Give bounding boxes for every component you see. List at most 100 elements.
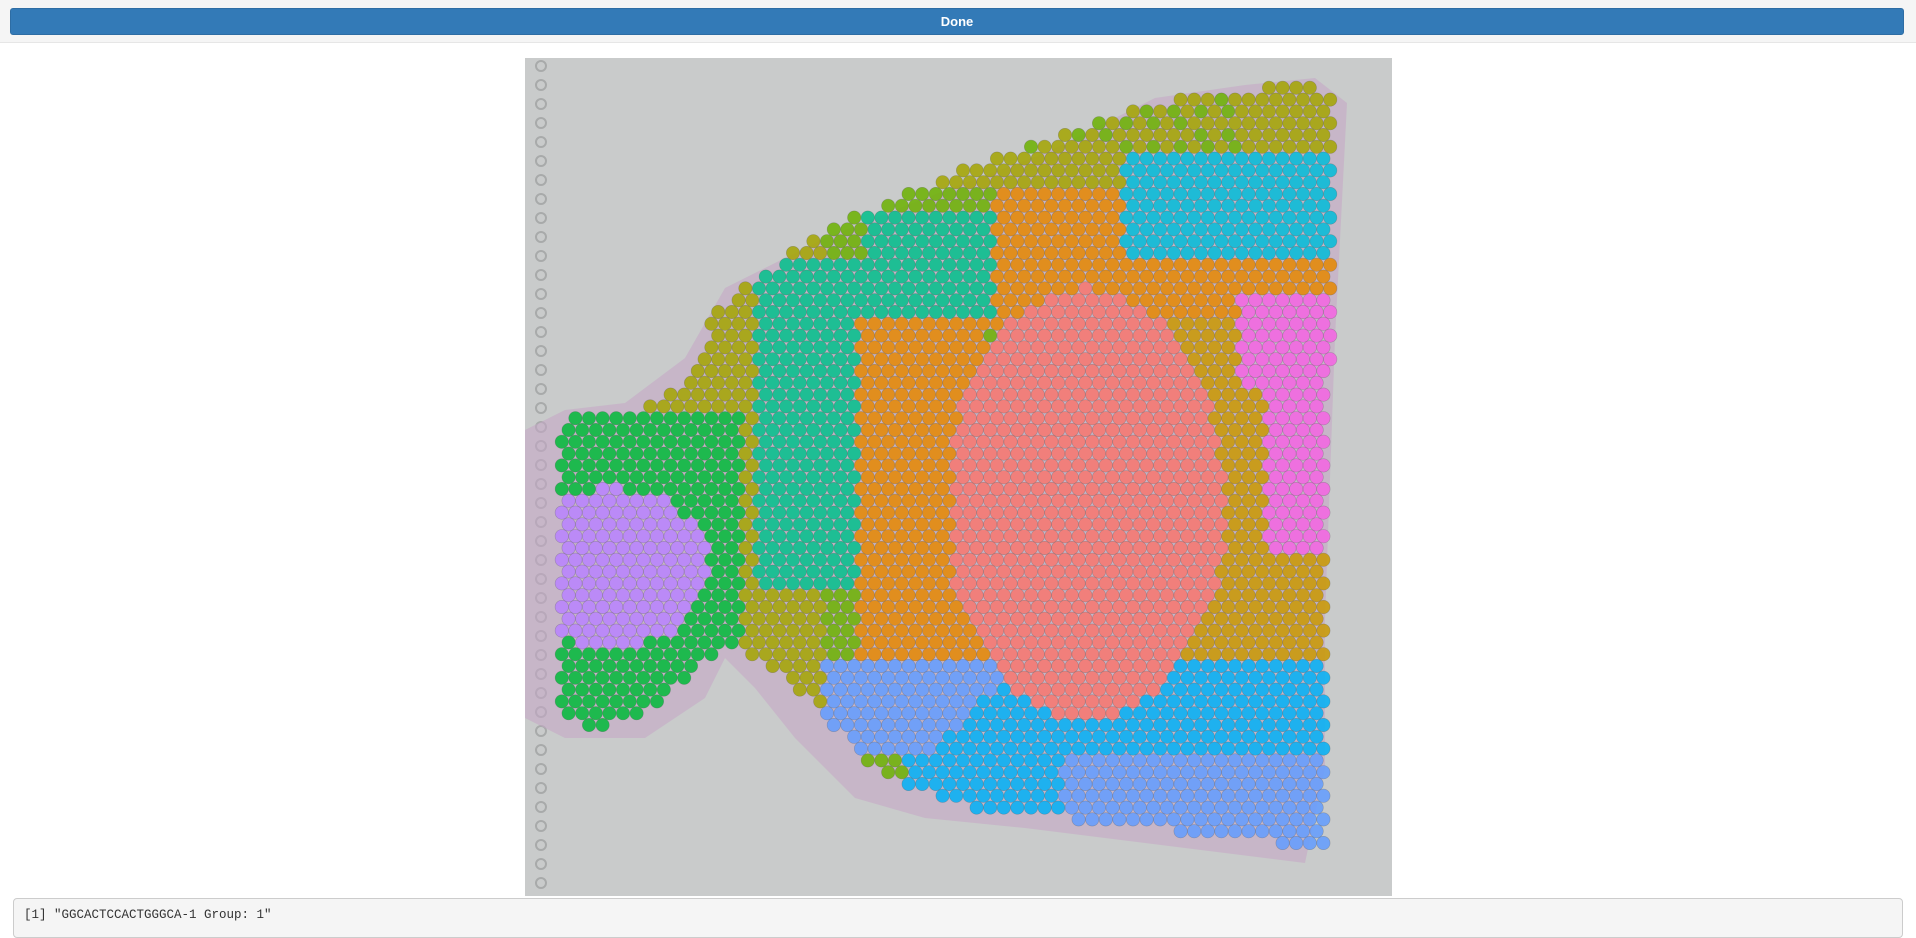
spot-cluster-10[interactable]: [643, 564, 658, 579]
spot-cluster-7[interactable]: [1200, 210, 1215, 225]
spot-cluster-1[interactable]: [915, 540, 930, 555]
spot-cluster-9[interactable]: [1200, 800, 1215, 815]
spot-cluster-1[interactable]: [1105, 257, 1120, 272]
spot-cluster-9[interactable]: [847, 706, 862, 721]
spot-cluster-1[interactable]: [901, 517, 916, 532]
spot-cluster-0[interactable]: [1037, 588, 1052, 603]
spot-cluster-0[interactable]: [976, 505, 991, 520]
spot-cluster-9[interactable]: [1139, 765, 1154, 780]
spot-cluster-9[interactable]: [901, 658, 916, 673]
spot-cluster-8[interactable]: [1221, 717, 1236, 732]
spot-cluster-3[interactable]: [1085, 175, 1100, 190]
spot-cluster-5[interactable]: [575, 682, 590, 697]
spot-cluster-6[interactable]: [887, 257, 902, 272]
spot-cluster-0[interactable]: [1010, 470, 1025, 485]
spot-cluster-3[interactable]: [1255, 139, 1270, 154]
spot-cluster-0[interactable]: [1112, 694, 1127, 709]
spot-cluster-3[interactable]: [1037, 163, 1052, 178]
spot-cluster-5[interactable]: [602, 658, 617, 673]
spot-cluster-1[interactable]: [1085, 222, 1100, 237]
spot-cluster-9[interactable]: [969, 658, 984, 673]
spot-cluster-1[interactable]: [860, 564, 875, 579]
spot-cluster-2[interactable]: [1248, 529, 1263, 544]
spot-cluster-5[interactable]: [581, 670, 596, 685]
spot-cluster-0[interactable]: [1044, 599, 1059, 614]
spot-cluster-9[interactable]: [1241, 776, 1256, 791]
spot-cluster-2[interactable]: [1268, 611, 1283, 626]
spot-cluster-0[interactable]: [1146, 352, 1161, 367]
spot-cluster-0[interactable]: [1146, 422, 1161, 437]
spot-cluster-8[interactable]: [1200, 658, 1215, 673]
spot-cluster-4[interactable]: [833, 588, 848, 603]
spot-cluster-9[interactable]: [1248, 788, 1263, 803]
spot-cluster-0[interactable]: [976, 434, 991, 449]
spot-cluster-8[interactable]: [969, 706, 984, 721]
spot-cluster-5[interactable]: [568, 694, 583, 709]
spot-cluster-6[interactable]: [772, 481, 787, 496]
spot-cluster-6[interactable]: [772, 434, 787, 449]
spot-cluster-1[interactable]: [942, 422, 957, 437]
spot-cluster-5[interactable]: [568, 434, 583, 449]
spot-cluster-10[interactable]: [643, 493, 658, 508]
spot-cluster-1[interactable]: [1316, 269, 1331, 284]
spot-cluster-3[interactable]: [704, 363, 719, 378]
spot-cluster-9[interactable]: [1295, 776, 1310, 791]
spot-cluster-8[interactable]: [1030, 717, 1045, 732]
spot-cluster-0[interactable]: [1173, 446, 1188, 461]
spot-cluster-1[interactable]: [942, 611, 957, 626]
spot-cluster-2[interactable]: [1207, 316, 1222, 331]
spot-cluster-0[interactable]: [1159, 446, 1174, 461]
spot-cluster-1[interactable]: [894, 387, 909, 402]
spot-cluster-6[interactable]: [806, 305, 821, 320]
spot-cluster-10[interactable]: [561, 517, 576, 532]
spot-cluster-6[interactable]: [758, 434, 773, 449]
spot-cluster-0[interactable]: [1105, 635, 1120, 650]
spot-cluster-4[interactable]: [847, 588, 862, 603]
spot-cluster-5[interactable]: [718, 434, 733, 449]
spot-cluster-6[interactable]: [983, 210, 998, 225]
spot-cluster-8[interactable]: [1275, 670, 1290, 685]
spot-cluster-10[interactable]: [595, 505, 610, 520]
spot-cluster-0[interactable]: [1017, 458, 1032, 473]
spot-cluster-3[interactable]: [1295, 116, 1310, 131]
spot-cluster-3[interactable]: [813, 246, 828, 261]
spot-cluster-3[interactable]: [1125, 104, 1140, 119]
spot-cluster-1[interactable]: [1051, 187, 1066, 202]
spot-cluster-7[interactable]: [1316, 151, 1331, 166]
spot-cluster-2[interactable]: [1241, 635, 1256, 650]
spot-cluster-6[interactable]: [806, 540, 821, 555]
spot-cluster-9[interactable]: [881, 741, 896, 756]
spot-cluster-11[interactable]: [1241, 328, 1256, 343]
spot-cluster-11[interactable]: [1289, 316, 1304, 331]
spot-cluster-7[interactable]: [1166, 246, 1181, 261]
spot-cluster-9[interactable]: [1234, 788, 1249, 803]
spot-cluster-11[interactable]: [1241, 352, 1256, 367]
spot-cluster-4[interactable]: [826, 246, 841, 261]
spot-cluster-8[interactable]: [1255, 706, 1270, 721]
done-button[interactable]: Done: [10, 8, 1904, 35]
spot-cluster-8[interactable]: [921, 765, 936, 780]
spot-cluster-0[interactable]: [1125, 434, 1140, 449]
spot-cluster-6[interactable]: [772, 316, 787, 331]
spot-cluster-8[interactable]: [1309, 658, 1324, 673]
spot-cluster-0[interactable]: [1112, 411, 1127, 426]
spot-cluster-1[interactable]: [1180, 293, 1195, 308]
spot-cluster-0[interactable]: [1119, 517, 1134, 532]
spot-cluster-8[interactable]: [915, 753, 930, 768]
spot-cluster-8[interactable]: [1268, 682, 1283, 697]
spot-cluster-8[interactable]: [976, 717, 991, 732]
spot-cluster-11[interactable]: [1282, 446, 1297, 461]
spot-cluster-11[interactable]: [1309, 493, 1324, 508]
spot-cluster-3[interactable]: [799, 647, 814, 662]
spot-cluster-0[interactable]: [1057, 387, 1072, 402]
spot-cluster-6[interactable]: [779, 493, 794, 508]
spot-cluster-8[interactable]: [1139, 717, 1154, 732]
spot-cluster-8[interactable]: [962, 765, 977, 780]
spot-cluster-5[interactable]: [575, 470, 590, 485]
spot-cluster-0[interactable]: [1051, 517, 1066, 532]
spot-cluster-1[interactable]: [881, 576, 896, 591]
spot-cluster-10[interactable]: [636, 529, 651, 544]
spot-cluster-0[interactable]: [1159, 540, 1174, 555]
spot-cluster-3[interactable]: [1051, 139, 1066, 154]
spot-cluster-8[interactable]: [1057, 717, 1072, 732]
